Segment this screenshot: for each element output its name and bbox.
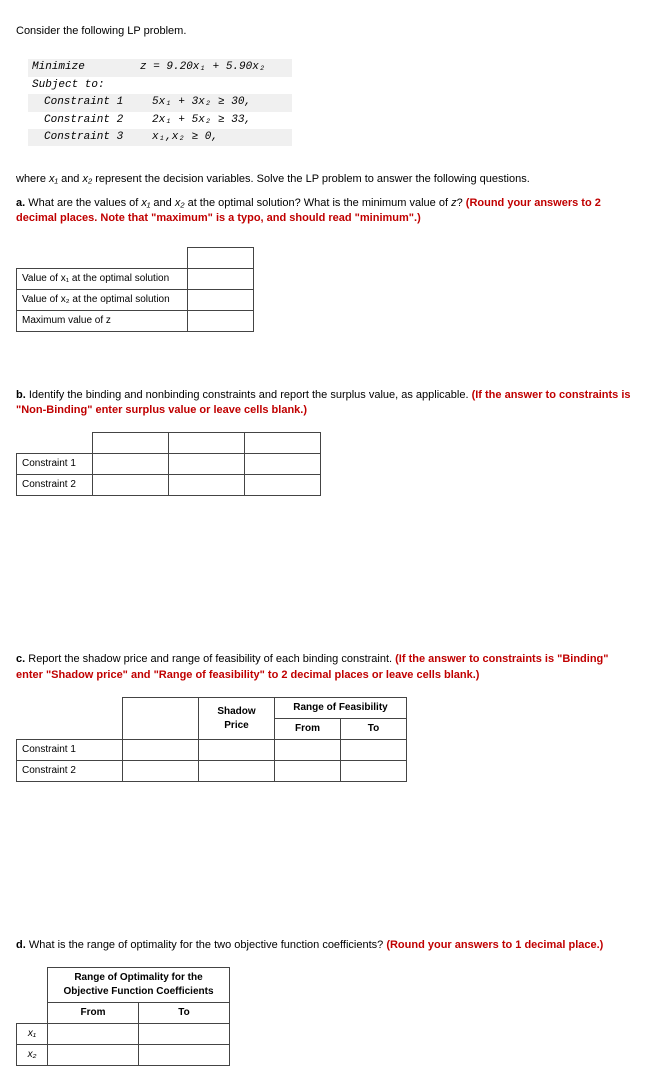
part-a-table: Value of x₁ at the optimal solution Valu… [16, 247, 254, 332]
part-a-header-input[interactable] [188, 247, 254, 268]
part-c-blank-col[interactable] [123, 698, 199, 740]
part-d-x1-from[interactable] [48, 1024, 139, 1045]
part-b-c2-label: Constraint 2 [17, 475, 93, 496]
part-d-table: Range of Optimality for the Objective Fu… [16, 967, 230, 1066]
part-b-c1-col3[interactable] [245, 454, 321, 475]
part-d-header: Range of Optimality for the Objective Fu… [48, 968, 230, 1003]
part-a-x2-input[interactable] [188, 289, 254, 310]
part-c-from-header: From [275, 719, 341, 740]
part-b-c1-label: Constraint 1 [17, 454, 93, 475]
part-d-x2-label: x₂ [17, 1045, 48, 1066]
constraint1-label: Constraint 1 [28, 95, 144, 110]
part-b-h2[interactable] [169, 433, 245, 454]
part-b-table: Constraint 1 Constraint 2 [16, 432, 321, 496]
constraint2-label: Constraint 2 [28, 113, 144, 128]
part-c-c2-shadow[interactable] [199, 761, 275, 782]
objective-function: z = 9.20x₁ + 5.90x₂ [132, 60, 280, 75]
part-a-row1-label: Value of x₁ at the optimal solution [17, 268, 188, 289]
part-b-c2-col3[interactable] [245, 475, 321, 496]
part-b-c2-col1[interactable] [93, 475, 169, 496]
part-d-x2-from[interactable] [48, 1045, 139, 1066]
minimize-label: Minimize [28, 60, 132, 75]
part-b-h3[interactable] [245, 433, 321, 454]
part-d-from-header: From [48, 1003, 139, 1024]
part-c-c1-shadow[interactable] [199, 740, 275, 761]
part-a-x1-input[interactable] [188, 268, 254, 289]
part-c-c2-from[interactable] [275, 761, 341, 782]
part-c-range-header: Range of Feasibility [275, 698, 407, 719]
part-b-question: b. Identify the binding and nonbinding c… [16, 388, 636, 419]
part-b-c2-col2[interactable] [169, 475, 245, 496]
part-d-question: d. What is the range of optimality for t… [16, 938, 636, 953]
part-c-c2-to[interactable] [341, 761, 407, 782]
part-d-x1-label: x₁ [17, 1024, 48, 1045]
constraint3-expr: x₁,x₂ ≥ 0, [144, 130, 292, 145]
part-c-shadow-header: Shadow Price [199, 698, 275, 740]
constraint1-expr: 5x₁ + 3x₂ ≥ 30, [144, 95, 292, 110]
part-b-h1[interactable] [93, 433, 169, 454]
part-a-question: a. What are the values of x₁ and x₂ at t… [16, 196, 636, 227]
part-d-x1-to[interactable] [139, 1024, 230, 1045]
intro-text: Consider the following LP problem. [16, 24, 636, 39]
part-c-c2-blank[interactable] [123, 761, 199, 782]
part-c-c1-label: Constraint 1 [17, 740, 123, 761]
constraint2-expr: 2x₁ + 5x₂ ≥ 33, [144, 113, 292, 128]
part-c-c2-label: Constraint 2 [17, 761, 123, 782]
subject-to-label: Subject to: [28, 78, 132, 93]
part-c-c1-to[interactable] [341, 740, 407, 761]
part-a-row2-label: Value of x₂ at the optimal solution [17, 289, 188, 310]
part-a-row3-label: Maximum value of z [17, 310, 188, 331]
constraint3-label: Constraint 3 [28, 130, 144, 145]
part-c-table: Shadow Price Range of Feasibility From T… [16, 697, 407, 782]
paragraph-variables: where x₁ and x₂ represent the decision v… [16, 172, 636, 187]
part-c-question: c. Report the shadow price and range of … [16, 652, 636, 683]
part-b-c1-col1[interactable] [93, 454, 169, 475]
part-b-c1-col2[interactable] [169, 454, 245, 475]
part-a-z-input[interactable] [188, 310, 254, 331]
part-c-c1-blank[interactable] [123, 740, 199, 761]
part-c-c1-from[interactable] [275, 740, 341, 761]
part-d-x2-to[interactable] [139, 1045, 230, 1066]
part-d-to-header: To [139, 1003, 230, 1024]
part-c-to-header: To [341, 719, 407, 740]
lp-problem-box: Minimize z = 9.20x₁ + 5.90x₂ Subject to:… [24, 55, 296, 150]
